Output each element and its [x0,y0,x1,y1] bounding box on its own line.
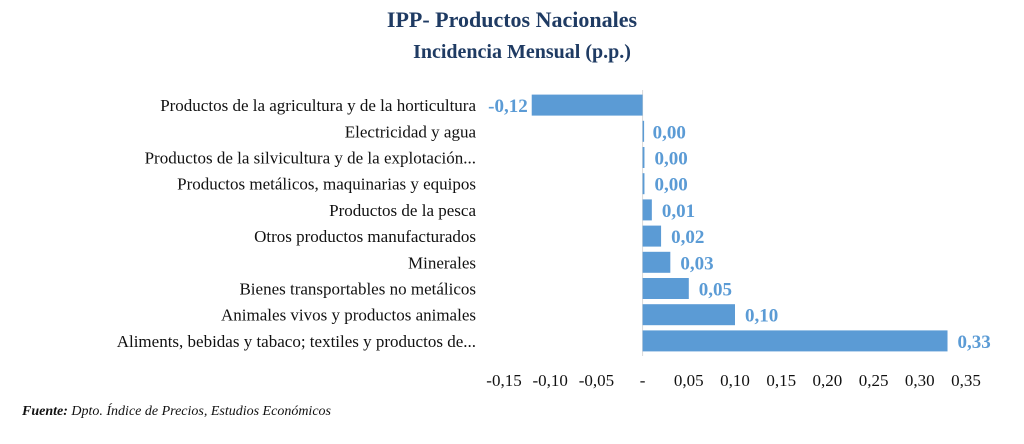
category-label: Electricidad y agua [345,122,477,141]
x-tick-label: 0,25 [859,371,889,390]
category-label: Bienes transportables no metálicos [239,280,476,299]
category-label: Productos de la silvicultura y de la exp… [145,149,476,168]
data-label: 0,00 [653,122,686,143]
x-tick-label: -0,05 [579,371,614,390]
x-tick-label: 0,35 [951,371,981,390]
bar [531,94,643,116]
x-tick-label: 0,15 [766,371,796,390]
category-label: Productos de la agricultura y de la hort… [160,96,476,115]
category-label: Otros productos manufacturados [254,227,476,246]
bar [642,225,662,247]
bar [642,173,645,195]
bar-chart: IPP- Productos Nacionales Incidencia Men… [117,7,991,390]
data-label: 0,03 [680,253,713,274]
x-tick-label: 0,30 [905,371,935,390]
bar [642,251,671,273]
bar [642,304,735,326]
x-tick-label: 0,05 [674,371,704,390]
bar [642,199,652,221]
data-label: -0,12 [488,96,528,117]
chart-subtitle: Incidencia Mensual (p.p.) [413,41,631,63]
source-label: Fuente: [22,404,68,419]
bar [642,147,645,168]
x-tick-label: -0,10 [532,371,567,390]
data-label: 0,00 [654,175,687,196]
bar [642,278,689,299]
data-label: 0,05 [699,280,732,301]
category-label: Minerales [408,253,476,272]
bar [642,120,645,142]
source-note: Fuente: Dpto. Índice de Precios, Estudio… [22,404,331,420]
category-label: Productos de la pesca [329,201,476,220]
chart-title: IPP- Productos Nacionales [387,7,638,32]
x-tick-label: - [640,371,646,390]
data-label: 0,33 [958,332,991,353]
category-label: Productos metálicos, maquinarias y equip… [177,175,476,194]
x-tick-label: 0,20 [813,371,843,390]
category-label: Animales vivos y productos animales [221,306,476,325]
data-label: 0,01 [662,201,695,222]
x-tick-label: -0,15 [486,371,521,390]
data-label: 0,02 [671,227,704,248]
category-label: Aliments, bebidas y tabaco; textiles y p… [117,332,476,351]
data-label: 0,00 [654,149,687,170]
data-label: 0,10 [745,306,778,327]
source-text: Dpto. Índice de Precios, Estudios Económ… [71,404,331,419]
x-tick-label: 0,10 [720,371,750,390]
bar [642,330,948,352]
